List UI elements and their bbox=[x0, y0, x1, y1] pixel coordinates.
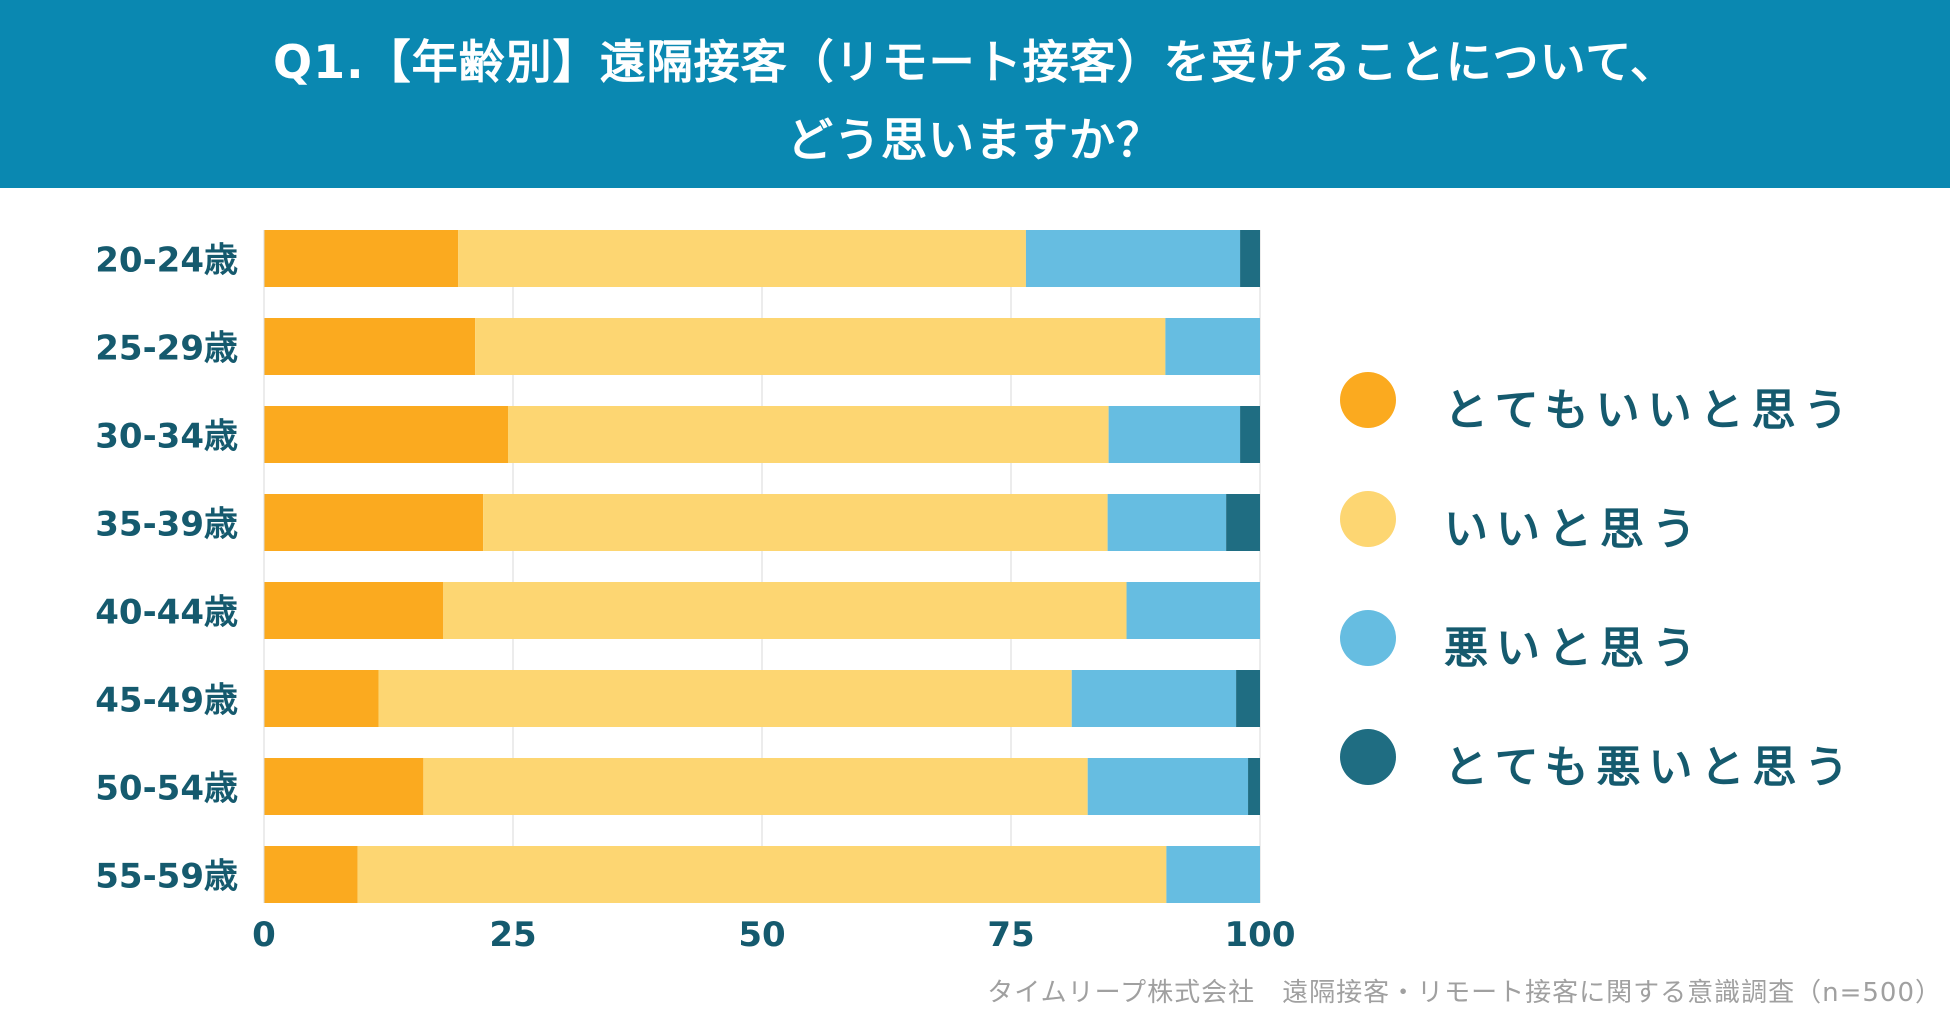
legend-label: いいと思う bbox=[1444, 504, 1704, 555]
bar-segment bbox=[1107, 494, 1227, 551]
bar-segment bbox=[378, 670, 1072, 727]
legend-label: 悪いと思う bbox=[1444, 623, 1704, 674]
bar-segment bbox=[1025, 230, 1241, 287]
bar-segment bbox=[1126, 582, 1260, 639]
bar-segment bbox=[264, 582, 444, 639]
bar-segment bbox=[264, 758, 424, 815]
legend-swatch bbox=[1340, 610, 1396, 666]
bar-segment bbox=[264, 230, 459, 287]
x-tick-label: 75 bbox=[987, 915, 1034, 955]
bar-segment bbox=[1248, 758, 1260, 815]
bar-segment bbox=[264, 318, 476, 375]
category-label: 50-54歳 bbox=[95, 769, 238, 809]
bar-segment bbox=[264, 670, 379, 727]
bar-segment bbox=[264, 494, 484, 551]
category-label: 55-59歳 bbox=[95, 857, 238, 897]
bar-segment bbox=[458, 230, 1026, 287]
bar-segment bbox=[1236, 670, 1260, 727]
legend-label: とてもいいと思う bbox=[1444, 385, 1856, 436]
category-label: 45-49歳 bbox=[95, 681, 238, 721]
x-tick-label: 50 bbox=[738, 915, 785, 955]
bar-segment bbox=[508, 406, 1109, 463]
bar-segment bbox=[1240, 230, 1260, 287]
title-banner: Q1.【年齢別】遠隔接客（リモート接客）を受けることについて、 どう思いますか？ bbox=[0, 0, 1950, 188]
category-label: 40-44歳 bbox=[95, 593, 238, 633]
bar-segment bbox=[443, 582, 1127, 639]
category-label: 35-39歳 bbox=[95, 505, 238, 545]
chart-title-line-1: Q1.【年齢別】遠隔接客（リモート接客）を受けることについて、 bbox=[273, 35, 1677, 89]
bar-segment bbox=[1165, 318, 1260, 375]
category-label: 30-34歳 bbox=[95, 417, 238, 457]
bar-segment bbox=[1108, 406, 1241, 463]
x-tick-label: 100 bbox=[1225, 915, 1296, 955]
legend-label: とても悪いと思う bbox=[1444, 742, 1857, 793]
bar-segment bbox=[357, 846, 1167, 903]
stacked-bar-chart: 0 25 50 75 100 20-24歳 25-29歳 30-34歳 35-39歳 40-44歳… bbox=[95, 230, 1296, 955]
legend-swatch bbox=[1340, 491, 1396, 547]
bar-segment bbox=[1087, 758, 1249, 815]
chart-title-line-2: どう思いますか？ bbox=[787, 113, 1163, 167]
bar-segment bbox=[483, 494, 1108, 551]
legend-swatch bbox=[1340, 372, 1396, 428]
bar-segment bbox=[264, 846, 358, 903]
bar-segment bbox=[1071, 670, 1237, 727]
bar-segment bbox=[1226, 494, 1260, 551]
source-note: タイムリープ株式会社 遠隔接客・リモート接客に関する意識調査（n=500） bbox=[987, 978, 1942, 1008]
category-label: 20-24歳 bbox=[95, 241, 238, 281]
x-tick-label: 0 bbox=[252, 915, 276, 955]
x-tick-label: 25 bbox=[489, 915, 536, 955]
bar-segment bbox=[423, 758, 1088, 815]
category-label: 25-29歳 bbox=[95, 329, 238, 369]
bar-segment bbox=[1240, 406, 1260, 463]
bar-segment bbox=[475, 318, 1166, 375]
legend-swatch bbox=[1340, 729, 1396, 785]
bar-segment bbox=[1166, 846, 1260, 903]
bar-segment bbox=[264, 406, 509, 463]
